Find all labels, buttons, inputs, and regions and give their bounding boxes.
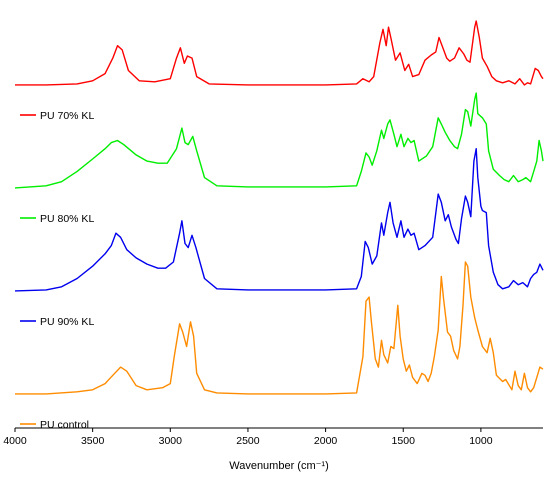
- legend-label: PU control: [40, 419, 89, 431]
- x-tick-label: 1000: [469, 435, 493, 447]
- series-line: [15, 20, 544, 86]
- legend-item: PU 90% KL: [20, 316, 94, 328]
- legend-label: PU 80% KL: [40, 213, 94, 225]
- legend-label: PU 70% KL: [40, 110, 94, 122]
- x-tick-label: 4000: [3, 435, 27, 447]
- series-line: [15, 261, 544, 395]
- legend-item: PU 70% KL: [20, 110, 94, 122]
- x-axis-ticks: 4000 3500 3000 2500 2000 1500 1000: [3, 428, 493, 447]
- x-axis-title: Wavenumber (cm⁻¹): [229, 460, 329, 472]
- legend: PU 70% KL PU 80% KL PU 90% KL PU control: [20, 110, 94, 431]
- legend-item: PU control: [20, 419, 89, 431]
- x-tick-label: 3500: [81, 435, 105, 447]
- series-line: [14, 92, 544, 189]
- series-line: [14, 147, 544, 292]
- series-layer: [14, 20, 544, 395]
- x-tick-label: 1500: [392, 435, 416, 447]
- x-tick-label: 3000: [159, 435, 183, 447]
- legend-label: PU 90% KL: [40, 316, 94, 328]
- legend-item: PU 80% KL: [20, 213, 94, 225]
- x-tick-label: 2500: [236, 435, 260, 447]
- x-tick-label: 2000: [314, 435, 338, 447]
